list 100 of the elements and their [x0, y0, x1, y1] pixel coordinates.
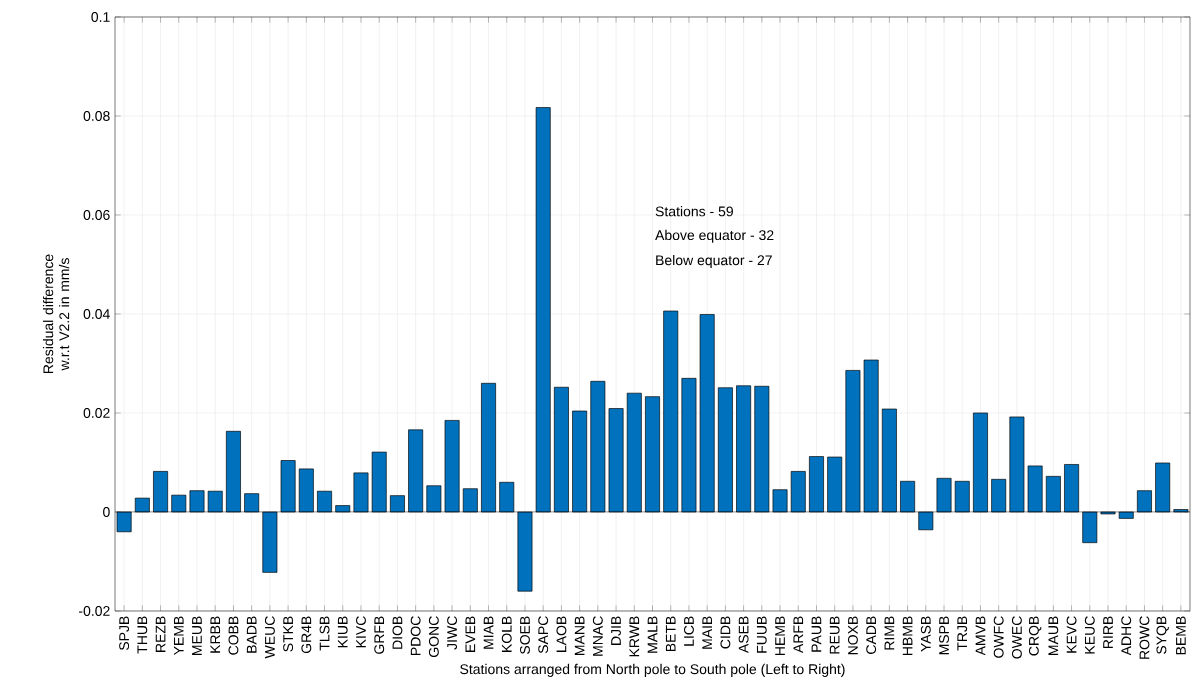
x-tick-label: TLSB: [319, 616, 330, 651]
bar: [225, 430, 241, 513]
annotation: Stations - 59: [655, 206, 733, 217]
x-tick-label: PDOC: [410, 616, 421, 655]
bar: [189, 490, 205, 513]
bar: [754, 385, 770, 513]
bar: [991, 478, 1007, 513]
x-tick-label: SPJB: [119, 616, 130, 651]
x-tick-label: SOEB: [520, 616, 530, 654]
x-tick-label: MEUB: [192, 616, 202, 655]
x-tick-label: FUUB: [756, 616, 767, 653]
x-tick-label: LAOB: [556, 616, 567, 652]
bar: [1027, 465, 1043, 513]
bar: [171, 494, 187, 513]
x-tick-label: CADB: [866, 616, 877, 654]
bar: [1155, 462, 1171, 513]
bar: [681, 377, 697, 513]
bar: [717, 387, 733, 513]
bar: [353, 472, 369, 513]
bar: [426, 485, 442, 513]
x-tick-label: NOXB: [847, 616, 858, 655]
bar: [1082, 511, 1098, 544]
x-tick-label: SAPC: [538, 616, 549, 654]
y-tick-label: 0.02: [83, 408, 110, 418]
x-tick-label: DJIB: [611, 616, 621, 645]
x-tick-label: KRWB: [629, 616, 640, 657]
x-tick-label: GRFB: [374, 616, 385, 654]
x-tick-label: MANB: [574, 616, 585, 655]
x-tick-label: HEMB: [775, 616, 785, 655]
bar: [936, 477, 952, 513]
x-tick-label: JIWC: [447, 616, 458, 650]
bar: [481, 382, 496, 513]
x-tick-label: HBMB: [902, 616, 913, 655]
x-tick-label: COBB: [228, 616, 239, 655]
bar: [736, 385, 752, 513]
x-tick-label: CIDB: [720, 616, 731, 649]
y-tick-label: 0.1: [91, 12, 110, 22]
x-tick-label: PAUB: [811, 616, 822, 652]
bar: [262, 511, 278, 573]
x-tick-label: KIUB: [337, 616, 348, 648]
bar: [244, 493, 260, 513]
bar: [1137, 490, 1152, 513]
x-tick-label: RIMB: [884, 616, 895, 650]
y-tick-label: 0.04: [83, 309, 110, 319]
bar: [298, 468, 314, 513]
x-tick-label: GONC: [428, 616, 439, 657]
annotation: Above equator - 32: [655, 229, 774, 243]
bar: [663, 310, 679, 513]
x-tick-label: WEUC: [264, 616, 275, 659]
bar: [918, 511, 934, 531]
x-tick-label: KEUC: [1084, 616, 1095, 654]
x-tick-label: LICB: [684, 616, 694, 646]
y-tick-label: -0.02: [79, 606, 110, 616]
y-tick-label: 0: [103, 507, 110, 517]
bar: [1009, 416, 1025, 513]
x-tick-label: SYQB: [1156, 616, 1169, 654]
x-tick-label: YEMB: [173, 616, 184, 656]
y-axis-title: Residual difference w.r.t V2.2 in mm/s: [42, 254, 70, 374]
x-tick-label: STKB: [283, 616, 294, 652]
bar: [280, 460, 296, 513]
bar: [444, 420, 460, 513]
bar: [1118, 511, 1134, 519]
y-tick-label: 0.08: [83, 111, 110, 121]
bar: [790, 471, 806, 513]
bar: [317, 490, 332, 513]
bar: [462, 488, 478, 513]
x-tick-label: REUB: [829, 616, 840, 654]
y-tick-label: 0.06: [83, 210, 110, 220]
x-tick-label: BADB: [246, 616, 257, 653]
bar: [827, 456, 843, 513]
bar: [517, 511, 533, 592]
x-tick-label: MALB: [647, 616, 658, 653]
x-tick-label: KRBB: [210, 616, 221, 653]
bar: [645, 396, 660, 513]
x-tick-label: YASB: [920, 616, 931, 652]
bar: [973, 412, 988, 513]
bar: [809, 456, 824, 513]
x-tick-label: CRQB: [1028, 616, 1042, 656]
x-tick-label: TRJB: [957, 616, 968, 651]
x-tick-label: KIVC: [356, 616, 366, 648]
bar: [207, 490, 223, 513]
bar: [134, 497, 150, 513]
bar: [881, 408, 897, 513]
bar: [335, 505, 351, 513]
x-tick-label: BETB: [665, 616, 676, 652]
bar: [572, 410, 588, 513]
x-tick-label: MIAB: [483, 616, 494, 649]
x-tick-label: ASEB: [738, 616, 749, 654]
annotation: Below equator - 27: [656, 254, 772, 269]
x-axis-title: Stations arranged from North pole to South pole (Left to Right): [460, 663, 845, 677]
x-tick-label: MNAC: [592, 616, 603, 656]
x-tick-label: ADHC: [1121, 616, 1132, 656]
x-tick-label: OWFC: [993, 616, 1004, 658]
x-tick-label: ARFB: [793, 616, 804, 654]
bar: [590, 380, 606, 513]
bar: [535, 107, 551, 513]
x-tick-label: REZB: [155, 616, 166, 652]
bar: [772, 489, 788, 513]
x-tick-label: AMVB: [975, 616, 986, 656]
bar: [389, 495, 405, 513]
